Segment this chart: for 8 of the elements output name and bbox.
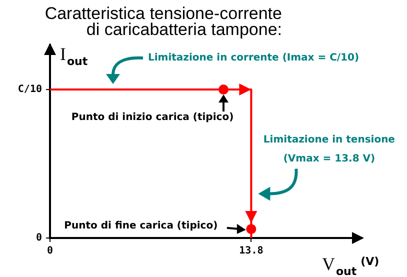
chart-title: Caratteristica tensione-corrente di caricabatteria tampone:	[44, 4, 282, 39]
text: Limitazione in corrente (Imax = C/10)	[148, 52, 360, 64]
annotation: Punto di inizio carica (tipico)	[71, 112, 234, 124]
annotation: Punto di fine carica (tipico)	[64, 220, 218, 232]
x-tick-label: 13.8	[239, 246, 264, 257]
text: C/10	[18, 84, 42, 96]
annotation: Limitazione in tensione (Vmax = 13.8 V)	[263, 134, 396, 164]
text: 0	[36, 232, 42, 244]
